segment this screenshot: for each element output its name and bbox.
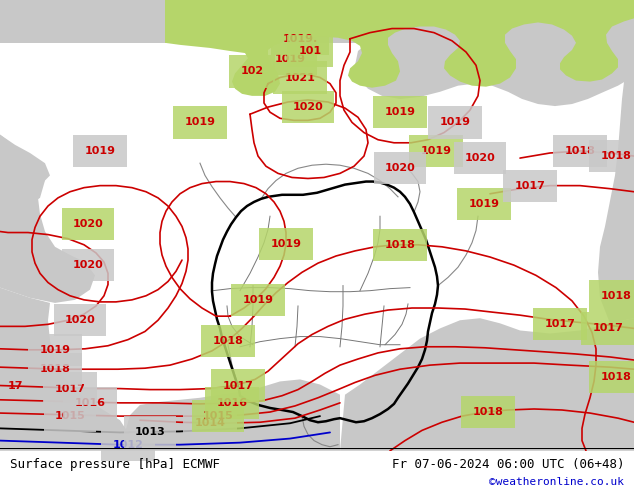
Text: 1017: 1017	[545, 319, 576, 329]
Polygon shape	[0, 288, 130, 451]
Text: 17: 17	[8, 381, 23, 391]
Polygon shape	[165, 0, 634, 96]
Text: 1019: 1019	[271, 239, 302, 249]
Text: 1019: 1019	[242, 295, 273, 305]
Text: 1020: 1020	[465, 153, 495, 163]
Text: 1017: 1017	[223, 381, 254, 391]
Text: 1018: 1018	[212, 336, 243, 345]
Polygon shape	[355, 0, 634, 106]
Text: 1016: 1016	[75, 398, 105, 408]
Text: 1019.: 1019.	[282, 34, 318, 44]
Text: 1019: 1019	[184, 118, 216, 127]
Text: ©weatheronline.co.uk: ©weatheronline.co.uk	[489, 477, 624, 487]
Text: 1014: 1014	[195, 418, 226, 428]
Text: 1019: 1019	[384, 107, 415, 117]
Text: 1019: 1019	[84, 146, 115, 156]
Text: 1015: 1015	[203, 411, 233, 421]
Text: 1017: 1017	[593, 323, 623, 333]
Text: 1017: 1017	[55, 384, 86, 393]
Text: 1015: 1015	[55, 411, 86, 421]
Text: 1021: 1021	[285, 73, 316, 82]
Polygon shape	[0, 135, 95, 303]
Polygon shape	[340, 318, 634, 451]
Text: 1018: 1018	[385, 240, 415, 250]
Text: 1017: 1017	[515, 181, 545, 191]
Text: 1020: 1020	[65, 315, 95, 325]
Bar	[0, 0, 634, 43]
Text: 1019: 1019	[275, 54, 306, 64]
Text: 1018: 1018	[564, 146, 595, 156]
Text: 101: 101	[299, 46, 321, 56]
Polygon shape	[598, 0, 634, 323]
Text: 1019: 1019	[420, 146, 451, 156]
Text: 1016: 1016	[216, 398, 247, 408]
Text: 1018: 1018	[600, 151, 631, 161]
Text: Surface pressure [hPa] ECMWF: Surface pressure [hPa] ECMWF	[10, 458, 219, 471]
Text: 1018: 1018	[600, 372, 631, 382]
Text: 1012: 1012	[113, 440, 143, 450]
Text: 1019: 1019	[439, 118, 470, 127]
Text: 1020: 1020	[73, 220, 103, 229]
Polygon shape	[0, 0, 45, 216]
Text: 1018: 1018	[600, 291, 631, 301]
Text: 1020: 1020	[385, 163, 415, 173]
Text: 1018: 1018	[39, 364, 70, 374]
Text: 1019: 1019	[469, 199, 500, 209]
Text: 1018: 1018	[472, 407, 503, 417]
Text: 102: 102	[240, 66, 264, 76]
Polygon shape	[120, 379, 340, 451]
Text: 1020: 1020	[293, 102, 323, 112]
Text: 1020: 1020	[73, 260, 103, 270]
Text: 1019: 1019	[39, 345, 70, 355]
Text: Fr 07-06-2024 06:00 UTC (06+48): Fr 07-06-2024 06:00 UTC (06+48)	[392, 458, 624, 471]
Text: 1013: 1013	[134, 427, 165, 438]
